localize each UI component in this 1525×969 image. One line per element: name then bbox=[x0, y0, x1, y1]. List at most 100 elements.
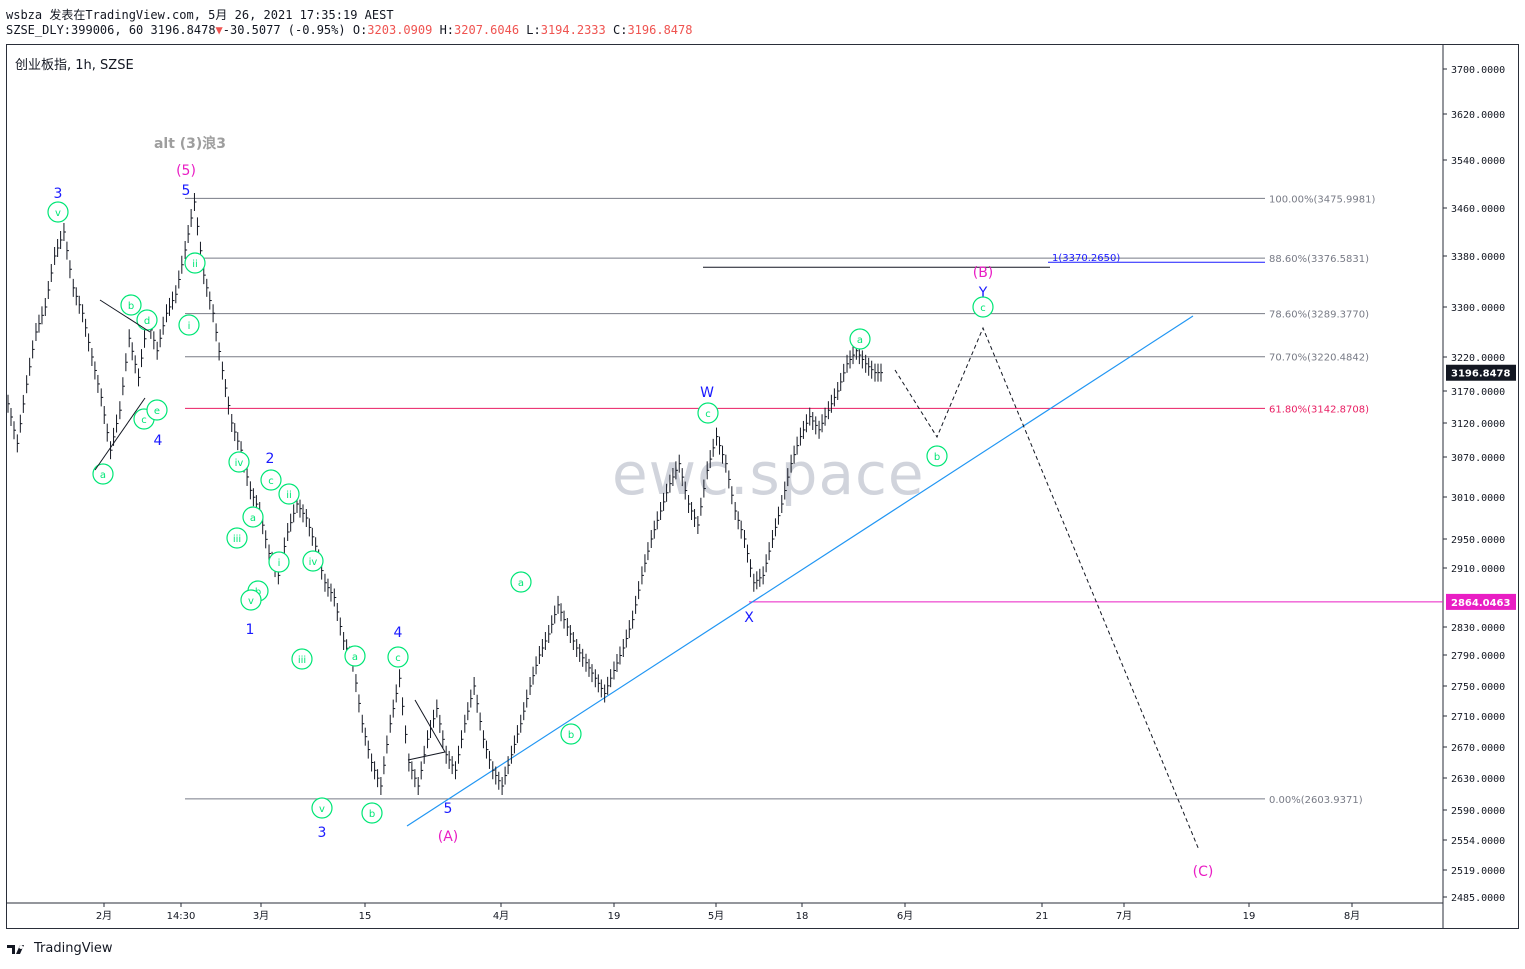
price-tick-label: 3620.0000 bbox=[1451, 110, 1505, 121]
wave-label: (A) bbox=[438, 829, 459, 845]
price-tick-label: 2519.0000 bbox=[1451, 866, 1505, 877]
high-label: H: bbox=[439, 23, 455, 37]
wave-label: X bbox=[744, 610, 754, 626]
wave-circle bbox=[268, 551, 290, 573]
wave-label: (C) bbox=[1193, 864, 1214, 880]
wave-circle bbox=[120, 294, 142, 316]
fib-level-label: 70.70%(3220.4842) bbox=[1269, 353, 1369, 364]
wave-circle bbox=[228, 451, 250, 473]
wave-circle-label: a bbox=[518, 578, 524, 589]
wave-circle-label: v bbox=[55, 208, 61, 219]
wave-label: 1 bbox=[246, 622, 255, 638]
wave-label: 2 bbox=[266, 451, 275, 467]
open-value: 3203.0909 bbox=[367, 23, 433, 37]
wave-circle-label: b bbox=[369, 809, 375, 820]
open-label: O: bbox=[352, 23, 368, 37]
wave-circle bbox=[242, 506, 264, 528]
time-tick-label: 7月 bbox=[1116, 910, 1132, 922]
price-tick-label: 3220.0000 bbox=[1451, 353, 1505, 364]
publish-info: wsbza 发表在TradingView.com, 5月 26, 2021 17… bbox=[6, 8, 394, 22]
price-tick-label: 2485.0000 bbox=[1451, 893, 1505, 904]
wave-circle bbox=[260, 469, 282, 491]
wave-circle bbox=[849, 328, 871, 350]
time-tick-label: 2月 bbox=[96, 910, 112, 922]
wave-circle-label: iii bbox=[298, 655, 306, 666]
wave-circle bbox=[972, 296, 994, 318]
price-tick-label: 3540.0000 bbox=[1451, 156, 1505, 167]
price-tick-label: 2710.0000 bbox=[1451, 712, 1505, 723]
wave-circle bbox=[302, 550, 324, 572]
wave-circle-label: c bbox=[395, 653, 401, 664]
wave-circle-label: c bbox=[141, 415, 147, 426]
wave-label: (5) bbox=[176, 163, 196, 179]
wave-circle-label: i bbox=[278, 558, 281, 569]
fib-level-label: 88.60%(3376.5831) bbox=[1269, 254, 1369, 265]
price-tick-label: 2950.0000 bbox=[1451, 535, 1505, 546]
wave-circle bbox=[291, 648, 313, 670]
fib-level-label: 0.00%(2603.9371) bbox=[1269, 795, 1363, 806]
fib-level-label: 100.00%(3475.9981) bbox=[1269, 194, 1375, 205]
wave-circle bbox=[184, 252, 206, 274]
down-arrow-icon: ▼ bbox=[215, 23, 223, 37]
wave-circle-label: b bbox=[934, 452, 940, 463]
wave-circle-label: c bbox=[705, 409, 711, 420]
symbol-label: SZSE_DLY:399006, 60 bbox=[6, 23, 144, 37]
price-tick-label: 2630.0000 bbox=[1451, 774, 1505, 785]
close-value: 3196.8478 bbox=[627, 23, 693, 37]
wave-circle bbox=[226, 527, 248, 549]
time-tick-label: 3月 bbox=[253, 910, 269, 922]
wave-circle bbox=[146, 399, 168, 421]
price-tick-label: 2830.0000 bbox=[1451, 623, 1505, 634]
wave-circle-label: a bbox=[100, 470, 106, 481]
wave-circle-label: i bbox=[188, 321, 191, 332]
time-tick-label: 14:30 bbox=[167, 911, 196, 922]
wave-circle bbox=[510, 571, 532, 593]
wave-label: (B) bbox=[973, 265, 994, 281]
wave-circle-label: iv bbox=[235, 458, 244, 469]
change-value: -30.5077 (-0.95%) bbox=[222, 23, 346, 37]
wave-circle-label: a bbox=[352, 652, 358, 663]
wave-circle bbox=[926, 445, 948, 467]
price-tick-label: 2670.0000 bbox=[1451, 743, 1505, 754]
wave-circle-label: ii bbox=[286, 490, 292, 501]
wedge-line bbox=[99, 299, 151, 333]
price-tick-label: 2590.0000 bbox=[1451, 806, 1505, 817]
price-tag-label: 2864.0463 bbox=[1451, 598, 1511, 609]
wave-circle bbox=[560, 723, 582, 745]
wave-label: 4 bbox=[154, 433, 163, 449]
wave-label: Y bbox=[978, 285, 988, 301]
wave-label: 3 bbox=[318, 825, 327, 841]
wave-label: alt (3)浪3 bbox=[154, 135, 226, 152]
wave-circle-label: a bbox=[857, 335, 863, 346]
wave-label: 4 bbox=[394, 625, 403, 641]
time-tick-label: 21 bbox=[1036, 911, 1049, 922]
wave-circle-label: iii bbox=[233, 534, 241, 545]
wave-circle-label: e bbox=[154, 406, 160, 417]
price-tick-label: 3010.0000 bbox=[1451, 493, 1505, 504]
wave-circle-label: b bbox=[128, 301, 134, 312]
wave-label: W bbox=[700, 385, 714, 401]
wedge-line bbox=[94, 397, 146, 471]
wave-circle-label: v bbox=[248, 596, 254, 607]
target-label: 1(3370.2650) bbox=[1052, 253, 1120, 264]
chart-pane[interactable] bbox=[6, 44, 1519, 929]
close-label: C: bbox=[613, 23, 628, 37]
time-tick-label: 5月 bbox=[708, 910, 724, 922]
brand-label: TradingView bbox=[34, 941, 113, 956]
wave-circle-label: iv bbox=[309, 557, 318, 568]
time-tick-label: 15 bbox=[359, 911, 372, 922]
price-tick-label: 3300.0000 bbox=[1451, 303, 1505, 314]
wave-circle bbox=[387, 646, 409, 668]
footer: TradingView bbox=[6, 941, 113, 956]
projection-path bbox=[894, 326, 1200, 851]
wave-circle-label: c bbox=[980, 303, 986, 314]
time-tick-label: 6月 bbox=[897, 910, 913, 922]
wave-label: 3 bbox=[54, 186, 63, 202]
fib-level-label: 78.60%(3289.3770) bbox=[1269, 310, 1369, 321]
ohlc-readout: SZSE_DLY:399006, 60 3196.8478 ▼-30.5077 (… bbox=[6, 23, 692, 37]
wedge-line bbox=[407, 699, 446, 761]
price-tick-label: 3380.0000 bbox=[1451, 252, 1505, 263]
time-tick-label: 19 bbox=[608, 911, 621, 922]
price-tag bbox=[1446, 364, 1516, 381]
